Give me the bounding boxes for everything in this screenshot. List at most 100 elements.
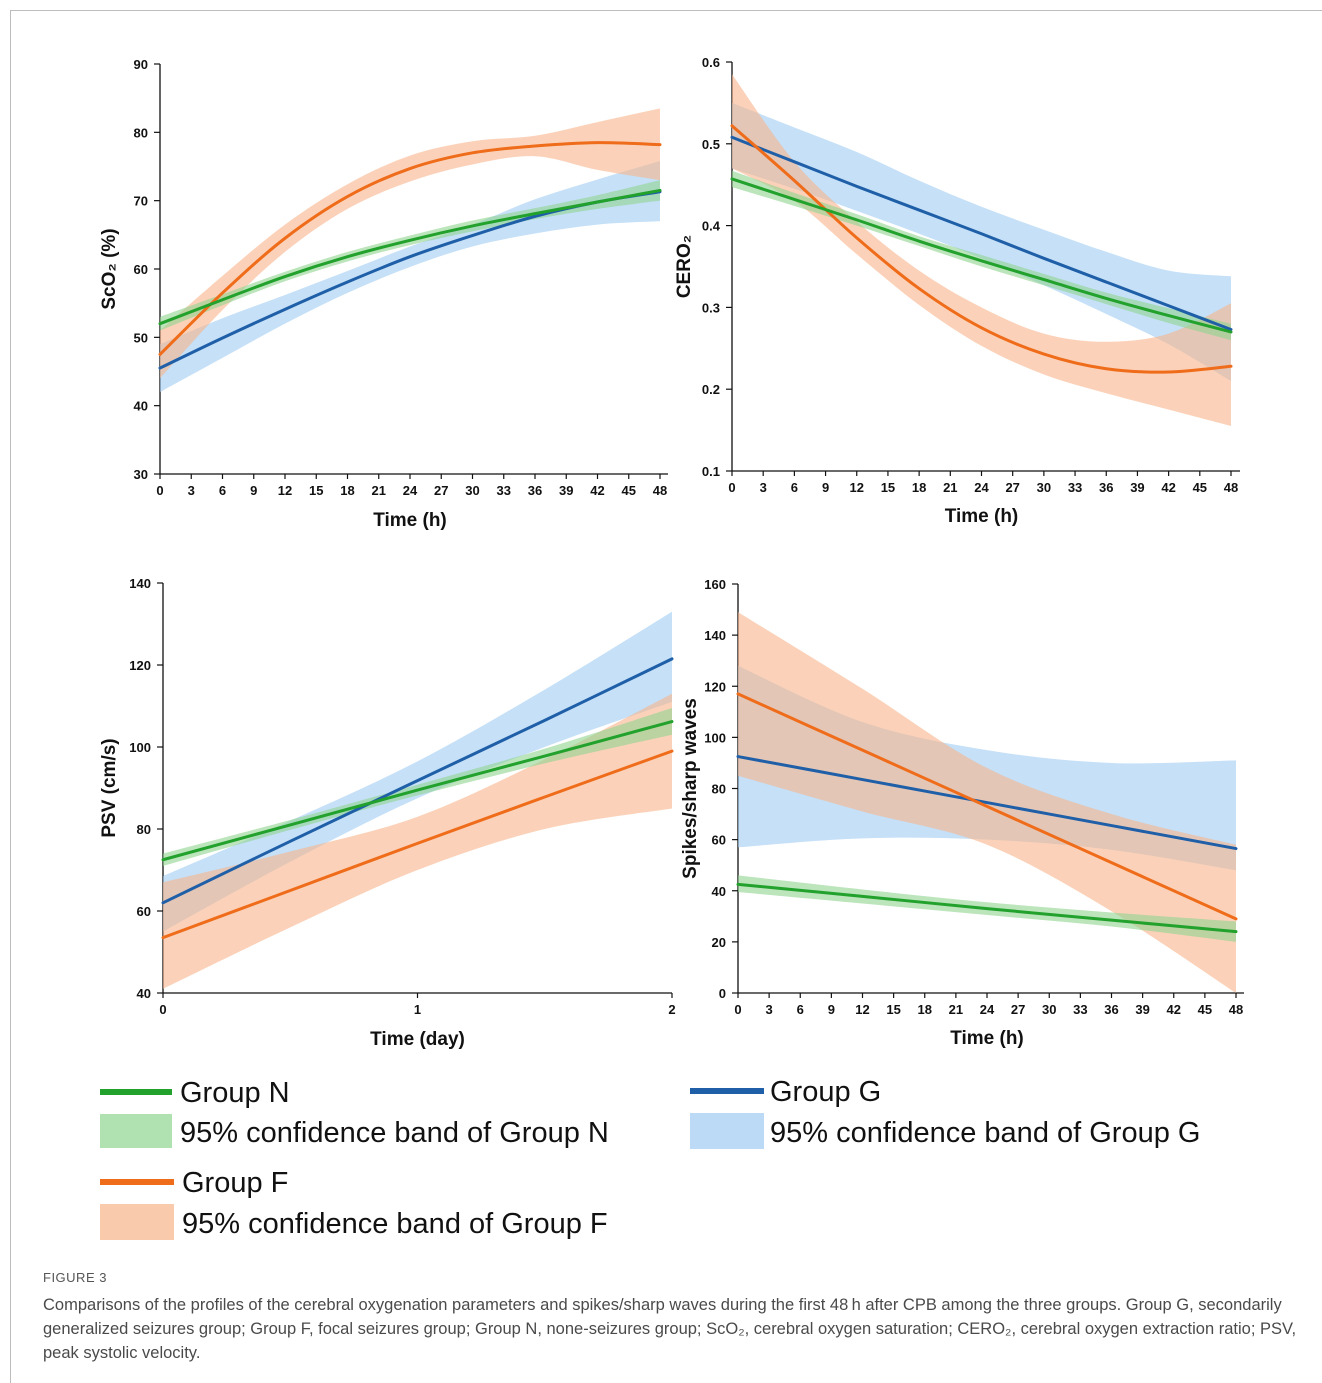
x-tick-label: 24: [980, 1002, 995, 1017]
x-tick-label: 0: [156, 483, 163, 498]
x-tick-label: 45: [1193, 480, 1207, 495]
legend-band-f-swatch: [100, 1204, 174, 1240]
y-tick-label: 140: [704, 628, 726, 643]
x-tick-label: 39: [1130, 480, 1144, 495]
x-tick-label: 30: [1042, 1002, 1056, 1017]
y-tick-label: 20: [712, 935, 726, 950]
y-tick-label: 60: [134, 262, 148, 277]
x-tick-label: 0: [159, 1002, 166, 1017]
legend: Group N 95% confidence band of Group N G…: [100, 1076, 1200, 1240]
figure-label: FIGURE 3: [43, 1270, 107, 1285]
x-tick-label: 15: [309, 483, 323, 498]
x-tick-label: 9: [828, 1002, 835, 1017]
x-tick-label: 0: [728, 480, 735, 495]
x-tick-label: 33: [1073, 1002, 1087, 1017]
x-axis-title: Time (h): [945, 506, 1019, 527]
group-f-series-line: [736, 692, 1238, 921]
group-n-series-line: [730, 177, 1233, 334]
x-tick-label: 6: [791, 480, 798, 495]
figure-frame: [10, 10, 1322, 1383]
group-n-series-line: [736, 882, 1238, 934]
panel-spikes-chart: 0 3 6 9 12 15 18 21 24 27 30 33 36 39 42 45 480204060801…: [680, 577, 1244, 1049]
x-tick-label: 3: [188, 483, 195, 498]
x-tick-label: 39: [1135, 1002, 1149, 1017]
x-tick-label: 48: [1224, 480, 1238, 495]
x-tick-label: 0: [734, 1002, 741, 1017]
y-axis-title: ScO₂ (%): [99, 228, 120, 309]
legend-group-f-label: Group F: [182, 1167, 288, 1199]
x-tick-label: 27: [1011, 1002, 1025, 1017]
x-tick-label: 18: [912, 480, 926, 495]
y-axis-title: Spikes/sharp waves: [680, 698, 701, 879]
x-tick-label: 15: [881, 480, 895, 495]
x-tick-label: 24: [974, 480, 989, 495]
x-tick-label: 9: [822, 480, 829, 495]
y-tick-label: 40: [712, 884, 726, 899]
x-tick-label: 2: [668, 1002, 675, 1017]
y-tick-label: 40: [134, 399, 148, 414]
x-tick-label: 30: [1037, 480, 1051, 495]
y-tick-label: 100: [129, 740, 151, 755]
group-g-confidence-band: [732, 102, 1231, 382]
y-tick-label: 90: [134, 57, 148, 72]
x-tick-label: 21: [949, 1002, 963, 1017]
x-tick-label: 21: [943, 480, 957, 495]
group-f-series-line: [158, 141, 662, 356]
legend-band-g-swatch: [690, 1113, 764, 1149]
x-tick-label: 15: [886, 1002, 900, 1017]
y-tick-label: 160: [704, 577, 726, 592]
group-f-confidence-band: [160, 108, 660, 379]
y-tick-label: 30: [134, 467, 148, 482]
y-tick-label: 120: [704, 679, 726, 694]
figure-canvas: 0 3 6 9 12 15 18 21 24 27 30 33 36 39 42 45 483040506070…: [99, 55, 1244, 1240]
legend-band-n-label: 95% confidence band of Group N: [180, 1117, 609, 1149]
group-n-series-line: [161, 720, 674, 862]
legend-band-f-label: 95% confidence band of Group F: [182, 1208, 608, 1240]
group-f-series-line: [730, 124, 1233, 374]
panel-sco2-chart: 0 3 6 9 12 15 18 21 24 27 30 33 36 39 42 45 483040506070…: [99, 57, 668, 531]
panel-cero2-chart: 0 3 6 9 12 15 18 21 24 27 30 33 36 39 42 45 480.10.20.30…: [674, 55, 1240, 527]
group-g-series-line: [161, 657, 674, 905]
x-tick-label: 42: [1167, 1002, 1181, 1017]
x-tick-label: 27: [1005, 480, 1019, 495]
figure-caption: FIGURE 3 Comparisons of the profiles of …: [43, 1270, 1303, 1365]
y-tick-label: 0.1: [702, 464, 720, 479]
group-f-confidence-band: [163, 693, 672, 989]
x-tick-label: 45: [1198, 1002, 1212, 1017]
x-axis-title: Time (day): [370, 1029, 465, 1050]
y-tick-label: 80: [712, 782, 726, 797]
group-n-series-line: [158, 188, 662, 326]
x-tick-label: 6: [797, 1002, 804, 1017]
y-tick-label: 120: [129, 658, 151, 673]
x-tick-label: 12: [850, 480, 864, 495]
x-tick-label: 36: [528, 483, 542, 498]
group-g-series-line: [730, 135, 1233, 331]
group-f-confidence-band: [732, 74, 1231, 427]
y-tick-label: 0.3: [702, 300, 720, 315]
x-tick-label: 9: [250, 483, 257, 498]
x-tick-label: 24: [403, 483, 418, 498]
x-tick-label: 18: [918, 1002, 932, 1017]
x-tick-label: 12: [278, 483, 292, 498]
y-tick-label: 0.5: [702, 137, 720, 152]
y-tick-label: 0.4: [702, 219, 721, 234]
legend-band-g-label: 95% confidence band of Group G: [770, 1117, 1200, 1149]
y-tick-label: 80: [134, 125, 148, 140]
y-tick-label: 40: [137, 986, 151, 1001]
x-tick-label: 6: [219, 483, 226, 498]
x-tick-label: 12: [855, 1002, 869, 1017]
y-axis-title: PSV (cm/s): [99, 738, 120, 837]
x-tick-label: 36: [1104, 1002, 1118, 1017]
x-tick-label: 36: [1099, 480, 1113, 495]
legend-group-n-label: Group N: [180, 1077, 290, 1109]
x-tick-label: 30: [465, 483, 479, 498]
y-tick-label: 0.6: [702, 55, 720, 70]
x-tick-label: 3: [760, 480, 767, 495]
x-tick-label: 45: [622, 483, 636, 498]
y-tick-label: 140: [129, 576, 151, 591]
x-tick-label: 33: [1068, 480, 1082, 495]
y-tick-label: 50: [134, 330, 148, 345]
y-axis-title: CERO₂: [674, 235, 695, 298]
y-tick-label: 80: [137, 822, 151, 837]
figure-caption-text: Comparisons of the profiles of the cereb…: [43, 1296, 1297, 1362]
